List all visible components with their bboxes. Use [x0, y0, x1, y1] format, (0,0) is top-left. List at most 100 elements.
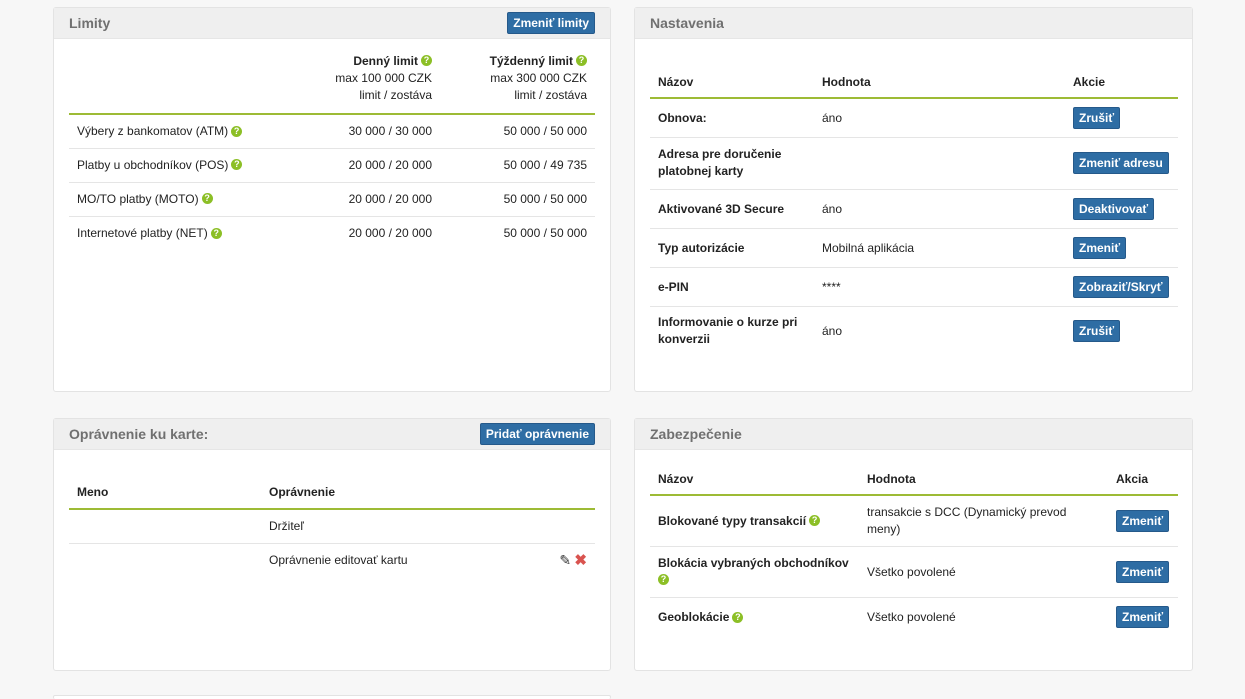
limit-label-moto: MO/TO platby (MOTO) [77, 192, 199, 206]
settings-row: Aktivované 3D Secure áno Deaktivovať [650, 189, 1178, 228]
limit-weekly-moto: 50 000 / 50 000 [503, 192, 587, 206]
weekly-limit-title: Týždenný limit [489, 54, 573, 68]
permission-holder-name [69, 543, 261, 577]
limits-row: Výbery z bankomatov (ATM)? 30 000 / 30 0… [69, 114, 595, 148]
security-name: Geoblokácie [658, 610, 730, 625]
settings-table: Názov Hodnota Akcie Obnova: áno Zrušiť A… [650, 66, 1178, 356]
security-value: transakcie s DCC (Dynamický prevod meny) [867, 504, 1067, 536]
settings-col-name: Názov [658, 74, 694, 89]
security-header-row: Názov Hodnota Akcia [650, 463, 1178, 495]
security-col-action: Akcia [1116, 471, 1149, 486]
daily-limit-title: Denný limit [353, 54, 418, 68]
cancel-renewal-button[interactable]: Zrušiť [1073, 106, 1121, 129]
security-row: Blokované typy transakcií? transakcie s … [650, 495, 1178, 546]
setting-name: Obnova: [658, 110, 707, 125]
setting-value: **** [822, 279, 841, 294]
deactivate-3ds-button[interactable]: Deaktivovať [1073, 197, 1155, 220]
daily-limit-sub: limit / zostáva [359, 88, 432, 102]
limits-table: Denný limit? max 100 000 CZK limit / zos… [69, 53, 595, 250]
setting-name: Typ autorizácie [658, 240, 745, 255]
limits-header-row: Denný limit? max 100 000 CZK limit / zos… [69, 53, 595, 114]
permissions-col-name: Meno [77, 484, 109, 499]
weekly-limit-max: max 300 000 CZK [490, 71, 587, 85]
limit-daily-atm: 30 000 / 30 000 [348, 124, 432, 139]
daily-limit-max: max 100 000 CZK [335, 71, 432, 85]
permissions-table: Meno Oprávnenie Držiteľ Oprávnenie edito… [69, 475, 595, 577]
help-icon[interactable]: ? [809, 515, 821, 527]
help-icon[interactable]: ? [658, 573, 669, 585]
limit-weekly-atm: 50 000 / 50 000 [503, 124, 587, 139]
security-name: Blokácia vybraných obchodníkov [658, 555, 849, 570]
settings-header-row: Názov Hodnota Akcie [650, 66, 1178, 98]
limits-panel: Limity Zmeniť limity Denný limit? max 10… [53, 7, 611, 392]
change-auth-type-button[interactable]: Zmeniť [1073, 236, 1127, 259]
setting-value: Mobilná aplikácia [822, 240, 915, 255]
settings-panel: Nastavenia Názov Hodnota Akcie Obnova: á… [634, 7, 1193, 392]
security-col-name: Názov [658, 471, 694, 486]
limits-row: Internetové platby (NET)? 20 000 / 20 00… [69, 216, 595, 250]
settings-panel-header: Nastavenia [635, 8, 1192, 39]
cancel-conversion-info-button[interactable]: Zrušiť [1073, 320, 1121, 343]
next-panel [53, 695, 611, 699]
permission-value: Oprávnenie editovať kartu [269, 553, 408, 568]
limit-daily-pos: 20 000 / 20 000 [348, 158, 432, 172]
help-icon[interactable]: ? [201, 193, 213, 205]
settings-row: Informovanie o kurze pri konverzii áno Z… [650, 306, 1178, 356]
permission-holder-name [69, 509, 261, 543]
permissions-title: Oprávnenie ku karte: [69, 426, 209, 442]
settings-col-value: Hodnota [822, 74, 871, 89]
help-icon[interactable]: ? [210, 227, 222, 239]
change-blocked-types-button[interactable]: Zmeniť [1116, 509, 1170, 532]
setting-value: áno [822, 110, 843, 125]
limit-weekly-pos: 50 000 / 49 735 [503, 158, 587, 172]
security-value: Všetko povolené [867, 564, 956, 579]
permissions-panel: Oprávnenie ku karte: Pridať oprávnenie M… [53, 418, 611, 671]
change-address-button[interactable]: Zmeniť adresu [1073, 152, 1169, 174]
setting-name: Aktivované 3D Secure [658, 201, 785, 216]
security-col-value: Hodnota [867, 471, 916, 486]
limit-daily-net: 20 000 / 20 000 [348, 226, 432, 241]
weekly-limit-header: Týždenný limit? max 300 000 CZK limit / … [440, 53, 595, 114]
security-row: Geoblokácie? Všetko povolené Zmeniť [650, 597, 1178, 637]
weekly-limit-sub: limit / zostáva [514, 88, 587, 102]
help-icon[interactable]: ? [576, 55, 587, 67]
help-icon[interactable]: ? [231, 159, 243, 171]
permissions-header-row: Meno Oprávnenie [69, 475, 595, 509]
pencil-icon[interactable]: ✎ [559, 552, 572, 569]
permissions-row: Oprávnenie editovať kartu ✎ ✖ [69, 543, 595, 577]
settings-row: Typ autorizácie Mobilná aplikácia Zmeniť [650, 228, 1178, 267]
security-name: Blokované typy transakcií [658, 513, 807, 528]
security-value: Všetko povolené [867, 610, 956, 625]
limits-row: Platby u obchodníkov (POS)? 20 000 / 20 … [69, 148, 595, 182]
help-icon[interactable]: ? [732, 611, 744, 623]
security-row: Blokácia vybraných obchodníkov? Všetko p… [650, 546, 1178, 597]
permissions-col-permission: Oprávnenie [269, 484, 336, 499]
permission-value: Držiteľ [269, 519, 304, 534]
permissions-panel-header: Oprávnenie ku karte: Pridať oprávnenie [54, 419, 610, 450]
add-permission-button[interactable]: Pridať oprávnenie [479, 423, 595, 445]
change-geoblocking-button[interactable]: Zmeniť [1116, 606, 1170, 629]
help-icon[interactable]: ? [231, 125, 243, 137]
setting-value: áno [822, 201, 843, 216]
settings-row: Obnova: áno Zrušiť [650, 98, 1178, 137]
setting-name: e-PIN [658, 279, 689, 294]
setting-value: áno [822, 324, 843, 339]
delete-icon[interactable]: ✖ [574, 552, 587, 570]
limit-label-atm: Výbery z bankomatov (ATM) [77, 124, 229, 139]
settings-col-action: Akcie [1073, 74, 1106, 89]
limit-label-pos: Platby u obchodníkov (POS) [77, 158, 229, 172]
limits-panel-header: Limity Zmeniť limity [54, 8, 610, 39]
settings-title: Nastavenia [650, 15, 724, 31]
setting-value [814, 137, 1065, 189]
security-panel: Zabezpečenie Názov Hodnota Akcia Blokova… [634, 418, 1193, 671]
security-table: Názov Hodnota Akcia Blokované typy trans… [650, 463, 1178, 637]
change-merchant-block-button[interactable]: Zmeniť [1116, 560, 1170, 583]
permissions-row: Držiteľ [69, 509, 595, 543]
security-title: Zabezpečenie [650, 426, 742, 442]
security-panel-header: Zabezpečenie [635, 419, 1192, 450]
change-limits-button[interactable]: Zmeniť limity [507, 12, 595, 34]
toggle-epin-button[interactable]: Zobraziť/Skryť [1073, 275, 1169, 298]
limits-row: MO/TO platby (MOTO)? 20 000 / 20 000 50 … [69, 182, 595, 216]
help-icon[interactable]: ? [421, 55, 432, 67]
daily-limit-header: Denný limit? max 100 000 CZK limit / zos… [293, 53, 440, 114]
